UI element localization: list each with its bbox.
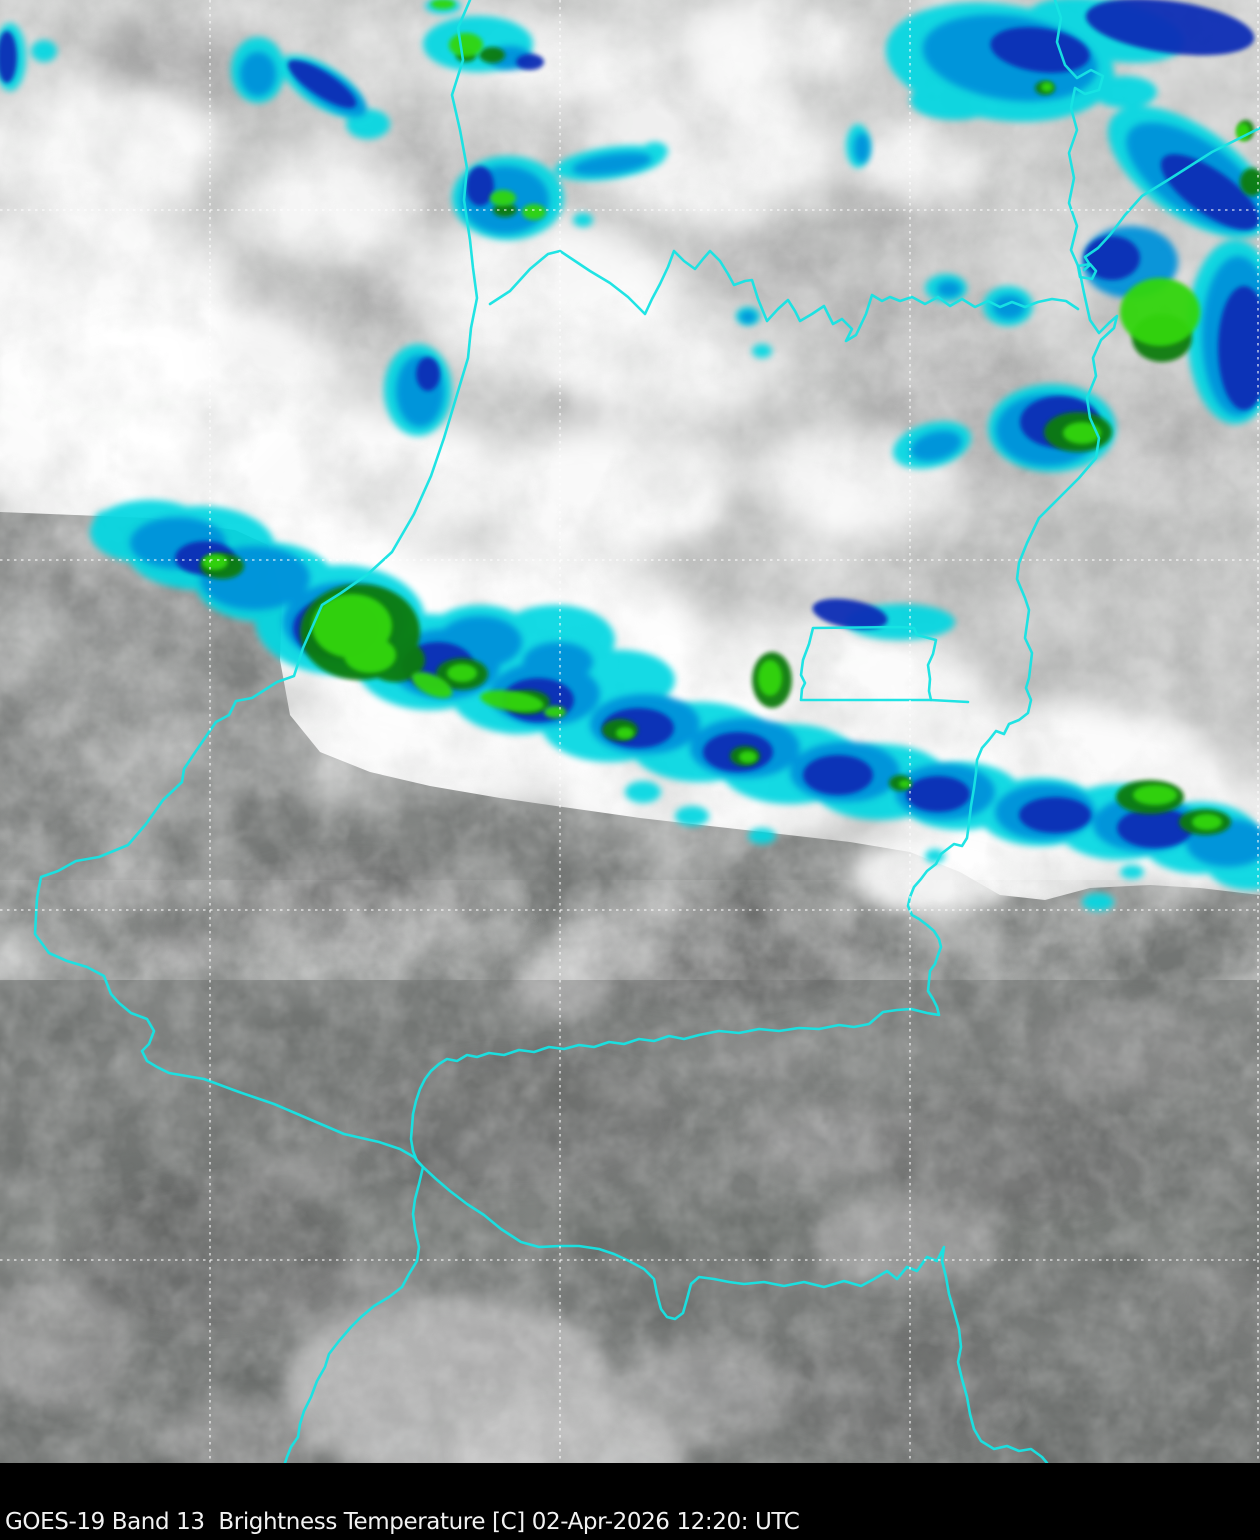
border-west-river xyxy=(33,0,1049,1463)
caption-bar: GOES-19 Band 13 Brightness Temperature [… xyxy=(0,1463,1260,1540)
caption-text: GOES-19 Band 13 Brightness Temperature [… xyxy=(5,1508,800,1535)
border-square-extension xyxy=(929,698,970,704)
border-east-river xyxy=(409,0,1119,1169)
border-state-square xyxy=(799,625,938,702)
satellite-imagery xyxy=(0,0,1260,1463)
map-borders-overlay xyxy=(33,0,1260,1463)
border-oxbow-loop xyxy=(1076,262,1098,281)
border-northeast-branch xyxy=(1082,126,1260,272)
border-south-branch xyxy=(283,1165,425,1463)
border-zigzag-northeast xyxy=(488,249,1080,343)
graticule-overlay xyxy=(0,0,1260,1463)
enhancement-green-layer xyxy=(202,0,1250,830)
